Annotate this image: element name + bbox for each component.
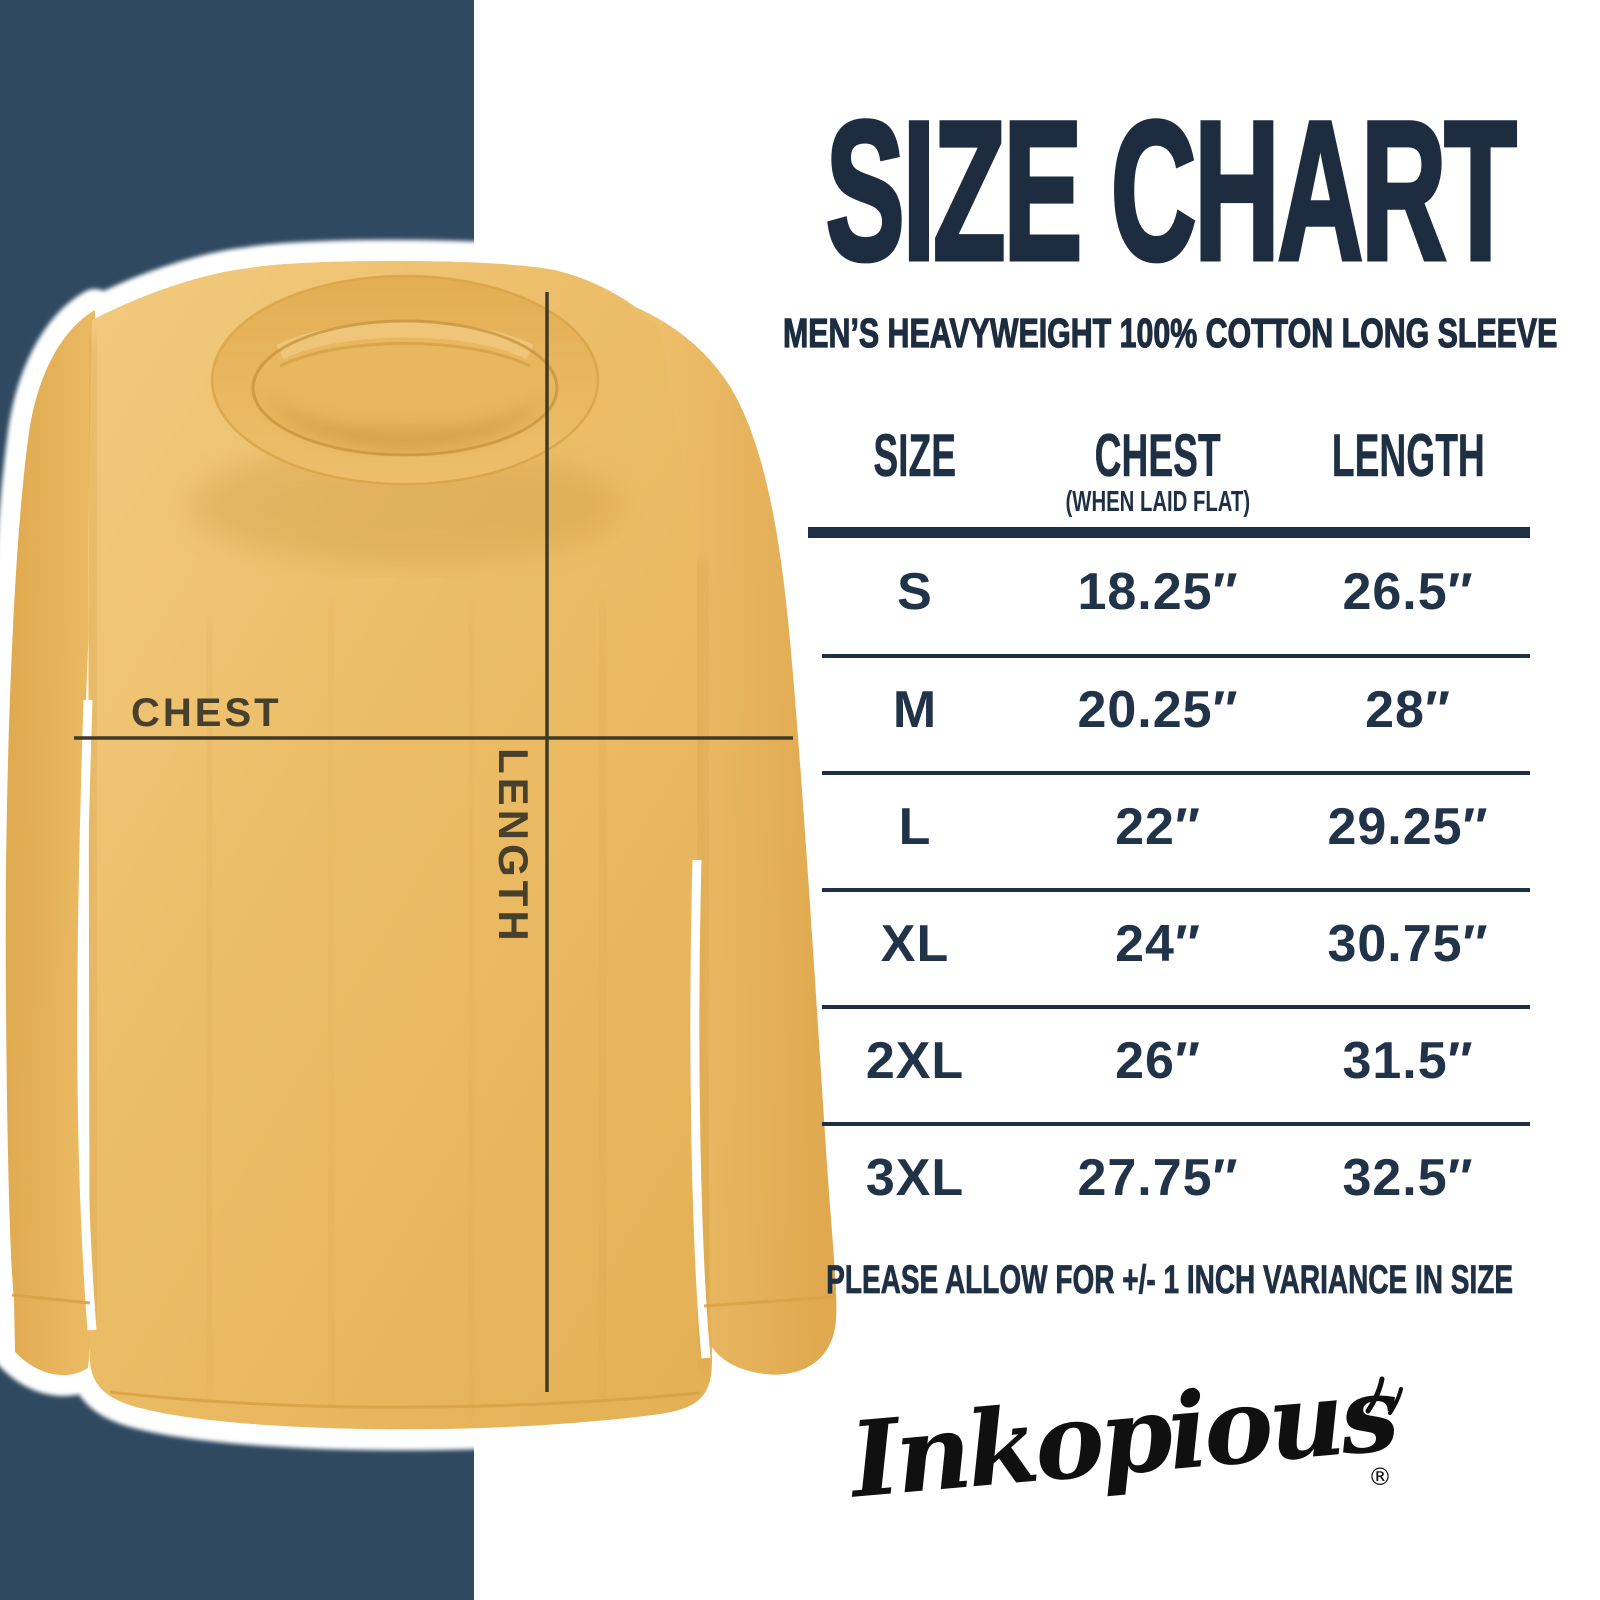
variance-note: PLEASE ALLOW FOR +/- 1 INCH VARIANCE IN … xyxy=(826,1257,1514,1302)
chest-subnote: (WHEN LAID FLAT) xyxy=(1065,485,1251,518)
row-separator xyxy=(822,888,1530,892)
row-separator xyxy=(822,771,1530,775)
length-label: LENGTH xyxy=(490,748,537,945)
cell-size: 2XL xyxy=(865,1032,965,1090)
page-title: SIZE CHART xyxy=(700,77,1600,303)
logo-flourish-icon xyxy=(1365,1376,1403,1415)
table-header-rule xyxy=(808,527,1530,538)
row-separator xyxy=(822,654,1530,658)
cell-chest: 27.75″ xyxy=(1077,1149,1239,1207)
page-title-text: SIZE CHART xyxy=(824,77,1518,303)
brand-logo: Inkopious ® xyxy=(840,1351,1420,1545)
cell-size: M xyxy=(892,681,938,739)
cell-size: 3XL xyxy=(865,1149,965,1207)
row-separator xyxy=(822,1005,1530,1009)
brand-logo-text: Inkopious xyxy=(845,1351,1400,1522)
col-header-chest: CHEST xyxy=(1094,421,1222,489)
col-header-length: LENGTH xyxy=(1331,421,1485,489)
col-header-size: SIZE xyxy=(873,421,957,489)
cell-chest: 24″ xyxy=(1115,915,1201,973)
cell-chest: 26″ xyxy=(1115,1032,1201,1090)
registered-mark: ® xyxy=(1368,1463,1392,1491)
cell-chest: 20.25″ xyxy=(1077,681,1239,739)
cell-size: S xyxy=(897,563,933,621)
cell-length: 30.75″ xyxy=(1327,915,1489,973)
cell-size: XL xyxy=(880,915,950,973)
measurement-lines xyxy=(74,292,793,1392)
page-subtitle: MEN’S HEAVYWEIGHT 100% COTTON LONG SLEEV… xyxy=(700,305,1600,361)
cell-size: L xyxy=(898,798,932,856)
cell-chest: 18.25″ xyxy=(1077,563,1239,621)
cell-length: 26.5″ xyxy=(1342,563,1474,621)
shirt-illustration xyxy=(5,260,837,1430)
page-subtitle-text: MEN’S HEAVYWEIGHT 100% COTTON LONG SLEEV… xyxy=(782,309,1558,356)
cell-length: 28″ xyxy=(1365,681,1451,739)
cell-length: 31.5″ xyxy=(1342,1032,1474,1090)
cell-length: 32.5″ xyxy=(1342,1149,1474,1207)
cell-length: 29.25″ xyxy=(1327,798,1489,856)
chest-label: CHEST xyxy=(131,691,282,735)
row-separator xyxy=(822,1122,1530,1126)
cell-chest: 22″ xyxy=(1115,798,1201,856)
